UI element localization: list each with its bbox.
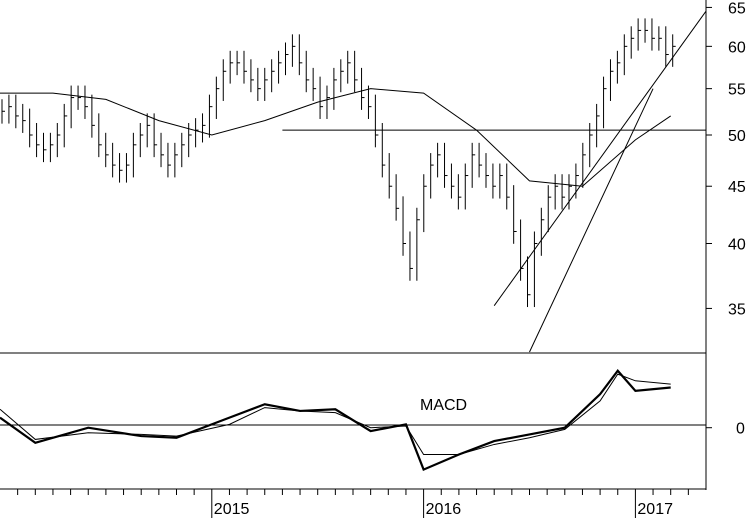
price-bars xyxy=(1,18,676,308)
x-tick-label: 2015 xyxy=(214,501,250,518)
x-ticks: 2015 2016 2017 xyxy=(17,489,689,518)
trend-line xyxy=(529,88,654,353)
moving-average-line xyxy=(0,88,671,187)
y-ticks: 65 60 55 50 45 40 35 0 xyxy=(706,0,746,438)
x-tick-label: 2017 xyxy=(637,501,673,518)
macd-tick-label: 0 xyxy=(736,421,745,438)
x-tick-label: 2016 xyxy=(426,501,462,518)
axes xyxy=(0,0,707,490)
y-tick-label: 55 xyxy=(728,82,746,99)
y-tick-label: 50 xyxy=(728,128,746,145)
y-tick-label: 65 xyxy=(728,0,746,17)
macd-label: MACD xyxy=(420,397,467,414)
y-tick-label: 35 xyxy=(728,301,746,318)
y-tick-label: 60 xyxy=(728,39,746,56)
macd-line xyxy=(0,369,671,472)
macd-signal-line xyxy=(0,373,671,455)
macd-lines xyxy=(0,369,671,472)
price-overlays xyxy=(0,10,707,353)
y-tick-label: 45 xyxy=(728,179,746,196)
trend-line xyxy=(493,10,707,306)
y-tick-label: 40 xyxy=(728,236,746,253)
